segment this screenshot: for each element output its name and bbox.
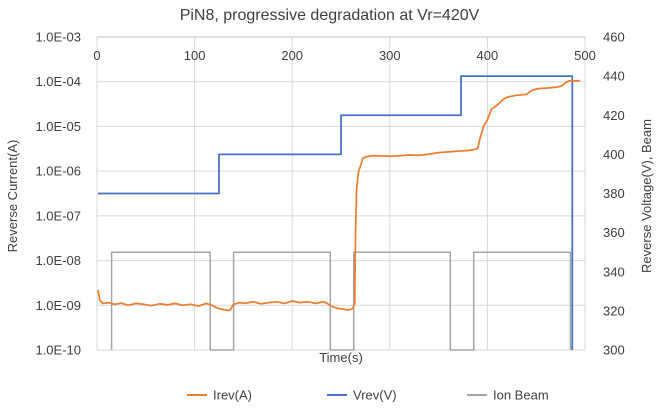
y-axis-left-label: Reverse Current(A): [5, 140, 20, 253]
x-axis-label: Time(s): [319, 350, 363, 365]
grid: [96, 36, 586, 351]
y-left-tick-label: 1.0E-05: [35, 119, 81, 134]
y-right-tick-label: 460: [603, 30, 625, 45]
x-tick-label: 400: [477, 48, 499, 63]
y-left-tick-label: 1.0E-07: [35, 208, 81, 223]
x-tick-label: 300: [379, 48, 401, 63]
legend-label: Irev(A): [213, 388, 252, 403]
x-tick-label: 0: [93, 48, 100, 63]
y-right-tick-label: 380: [603, 186, 625, 201]
left-axis-tick-labels: 1.0E-03 1.0E-04 1.0E-05 1.0E-06 1.0E-07 1.0E-…: [35, 30, 81, 358]
y-right-tick-label: 320: [603, 303, 625, 318]
y-right-tick-label: 440: [603, 69, 625, 84]
y-right-tick-label: 340: [603, 264, 625, 279]
series-line-vrev-v: [98, 75, 574, 350]
x-tick-label: 100: [184, 48, 206, 63]
x-tick-label: 200: [281, 48, 303, 63]
y-left-tick-label: 1.0E-08: [35, 253, 81, 268]
series-layer: [97, 75, 581, 351]
y-right-tick-label: 400: [603, 147, 625, 162]
y-left-tick-label: 1.0E-06: [35, 164, 81, 179]
legend: Irev(A) Vrev(V) Ion Beam: [187, 388, 549, 403]
y-left-tick-label: 1.0E-09: [35, 298, 81, 313]
y-right-tick-label: 420: [603, 108, 625, 123]
y-left-tick-label: 1.0E-10: [35, 343, 81, 358]
series-line-ion-beam: [110, 251, 572, 351]
legend-label: Vrev(V): [353, 388, 397, 403]
y-right-tick-label: 360: [603, 225, 625, 240]
legend-label: Ion Beam: [493, 388, 549, 403]
y-axis-right-label: Reverse Voltage(V), Beam: [639, 119, 654, 273]
x-tick-label: 500: [574, 48, 596, 63]
x-axis-tick-labels: 0 100 200 300 400 500: [93, 48, 595, 63]
right-axis-tick-labels: 460 440 420 400 380 360 340 320 300: [603, 30, 625, 358]
y-right-tick-label: 300: [603, 343, 625, 358]
series-line-irev-a: [97, 79, 581, 312]
y-left-tick-label: 1.0E-04: [35, 74, 81, 89]
y-left-tick-label: 1.0E-03: [35, 30, 81, 45]
chart-title: PiN8, progressive degradation at Vr=420V: [180, 7, 480, 24]
